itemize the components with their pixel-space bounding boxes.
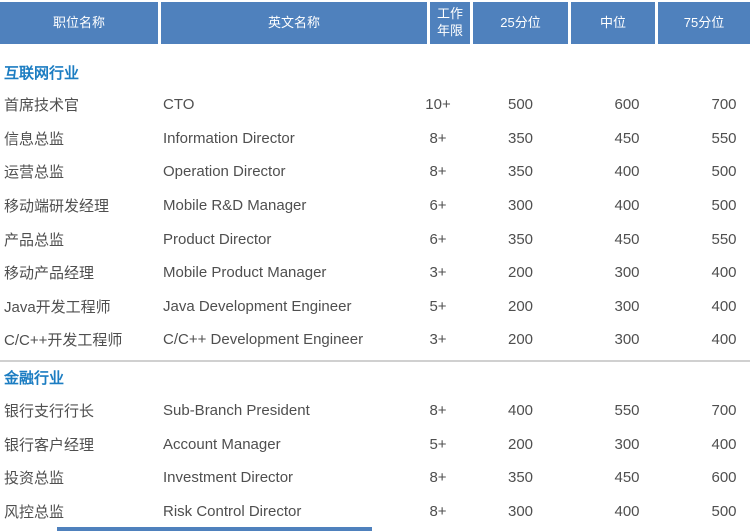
cell-median: 300 [614,297,640,315]
cell-position: 银行客户经理 [4,436,95,454]
cell-position: C/C++开发工程师 [4,332,123,350]
table-row: 投资总监 Investment Director 8+ 350 450 600 [0,461,750,495]
cell-p25: 200 [507,264,534,282]
cell-p25: 350 [507,129,534,147]
cell-median: 400 [614,163,640,181]
table-row: 信息总监 Information Director 8+ 350 450 550 [0,122,750,156]
table-row: 首席技术官 CTO 10+ 500 600 700 [0,88,750,122]
cell-position: 移动端研发经理 [4,198,110,216]
col-header-p25: 25分位 [473,2,568,44]
cell-median: 400 [614,502,640,520]
cell-years: 8+ [429,402,447,420]
cell-english-name: C/C++ Development Engineer [163,331,364,349]
section-title: 互联网行业 [4,64,80,82]
cell-years: 8+ [429,469,447,487]
cell-p25: 350 [507,469,534,487]
section-divider [0,359,750,362]
cell-p75: 400 [711,297,737,315]
cell-p25: 300 [507,197,534,215]
table-row: 产品总监 Product Director 6+ 350 450 550 [0,222,750,256]
col-header-position: 职位名称 [0,2,158,44]
cell-median: 400 [614,197,640,215]
cell-position: 运营总监 [4,164,65,182]
col-header-median: 中位 [571,2,655,44]
table-row: 移动产品经理 Mobile Product Manager 3+ 200 300 400 [0,256,750,290]
table-row: 银行支行行长 Sub-Branch President 8+ 400 550 700 [0,394,750,428]
cell-p75: 500 [711,163,737,181]
cell-years: 8+ [429,129,447,147]
table-header: 职位名称 英文名称 工作年限 25分位 中位 75分位 [0,2,750,44]
cell-median: 450 [614,230,640,248]
bottom-partial-bar [57,527,372,531]
cell-median: 550 [614,402,640,420]
cell-p25: 350 [507,230,534,248]
cell-p25: 200 [507,331,534,349]
cell-p75: 600 [711,469,737,487]
cell-p25: 300 [507,502,534,520]
cell-english-name: Product Director [163,230,272,248]
cell-median: 300 [614,264,640,282]
cell-p25: 200 [507,435,534,453]
cell-median: 450 [614,469,640,487]
cell-english-name: CTO [163,96,195,114]
table-row: Java开发工程师 Java Development Engineer 5+ 200 3… [0,290,750,324]
cell-p25: 200 [507,297,534,315]
cell-median: 300 [614,435,640,453]
cell-position: 首席技术官 [4,97,80,115]
cell-english-name: Sub-Branch President [163,402,310,420]
table-body: 互联网行业首席技术官 CTO 10+ 500 600 700 信息总监 Information… [0,56,750,528]
cell-p75: 400 [711,264,737,282]
cell-p75: 500 [711,502,737,520]
cell-years: 3+ [429,264,447,282]
cell-p75: 700 [711,402,737,420]
cell-position: Java开发工程师 [4,298,111,316]
cell-years: 8+ [429,163,447,181]
cell-p75: 400 [711,435,737,453]
cell-years: 5+ [429,435,447,453]
cell-years: 6+ [429,197,447,215]
cell-position: 产品总监 [4,231,65,249]
cell-median: 600 [614,96,640,114]
cell-years: 5+ [429,297,447,315]
col-header-p75: 75分位 [658,2,750,44]
cell-p25: 400 [507,402,534,420]
cell-years: 10+ [425,96,451,114]
section-title: 金融行业 [4,370,65,388]
cell-p25: 350 [507,163,534,181]
col-header-english-name: 英文名称 [161,2,427,44]
cell-english-name: Mobile Product Manager [163,264,327,282]
table-row: 运营总监 Operation Director 8+ 350 400 500 [0,155,750,189]
cell-position: 银行支行行长 [4,403,95,421]
cell-english-name: Information Director [163,129,295,147]
cell-english-name: Account Manager [163,435,281,453]
cell-years: 3+ [429,331,447,349]
cell-english-name: Mobile R&D Manager [163,197,307,215]
cell-years: 8+ [429,502,447,520]
cell-english-name: Investment Director [163,469,294,487]
table-row: 银行客户经理 Account Manager 5+ 200 300 400 [0,427,750,461]
cell-english-name: Operation Director [163,163,286,181]
cell-years: 6+ [429,230,447,248]
cell-p75: 400 [711,331,737,349]
cell-p75: 550 [711,129,737,147]
col-header-years-label: 工作年限 [436,6,463,38]
cell-position: 风控总监 [4,503,65,521]
cell-p25: 500 [507,96,534,114]
cell-median: 300 [614,331,640,349]
cell-p75: 700 [711,96,737,114]
table-row: 风控总监 Risk Control Director 8+ 300 400 500 [0,495,750,529]
cell-p75: 500 [711,197,737,215]
cell-english-name: Java Development Engineer [163,297,352,315]
cell-position: 移动产品经理 [4,265,95,283]
cell-median: 450 [614,129,640,147]
cell-english-name: Risk Control Director [163,502,302,520]
table-row: 移动端研发经理 Mobile R&D Manager 6+ 300 400 500 [0,189,750,223]
col-header-years: 工作年限 [430,2,470,44]
table-row: C/C++开发工程师 C/C++ Development Engineer 3+ 20… [0,323,750,357]
cell-p75: 550 [711,230,737,248]
cell-position: 投资总监 [4,470,65,488]
cell-position: 信息总监 [4,130,65,148]
